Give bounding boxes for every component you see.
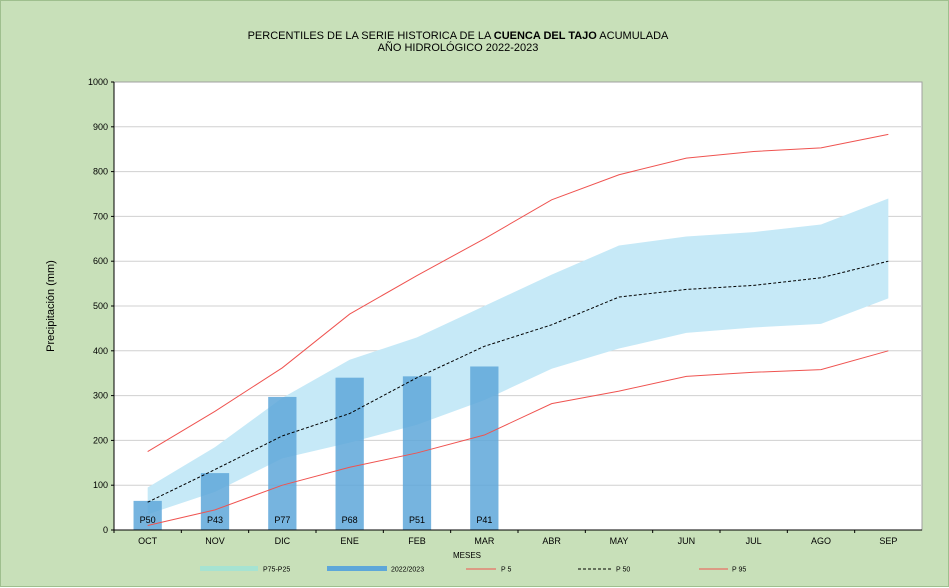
x-tick-label: JUL (746, 536, 762, 546)
legend-2022-2023-swatch (327, 566, 387, 571)
band-p75-p25 (147, 198, 889, 515)
bar-2022-2023 (335, 377, 364, 530)
legend: P75-P25 2022/2023 P 5 P 50 P 95 (200, 566, 746, 574)
line-p95 (147, 133, 889, 453)
bar-2022-2023 (470, 366, 499, 530)
y-tick-label: 600 (93, 256, 108, 266)
x-tick-label: JUN (678, 536, 696, 546)
legend-p50-label: P 50 (616, 567, 630, 574)
bar-percentile-label: P50 (140, 515, 156, 525)
x-tick-label: NOV (205, 536, 225, 546)
legend-p75-p25-swatch (200, 566, 258, 571)
x-tick-label: FEB (408, 536, 426, 546)
bar-percentile-label: P51 (409, 515, 425, 525)
x-tick-label: MAY (610, 536, 629, 546)
legend-p75-p25-label: P75-P25 (263, 567, 290, 574)
y-tick-label: 1000 (88, 77, 108, 87)
x-tick-label: ABR (542, 536, 561, 546)
x-tick-label: SEP (879, 536, 897, 546)
x-tick-label: AGO (811, 536, 831, 546)
y-tick-label: 500 (93, 301, 108, 311)
y-tick-label: 400 (93, 346, 108, 356)
y-tick-label: 800 (93, 167, 108, 177)
legend-2022-2023-label: 2022/2023 (391, 567, 424, 574)
x-tick-label: OCT (138, 536, 158, 546)
bar-percentile-label: P41 (476, 515, 492, 525)
line-p5 (147, 350, 889, 527)
y-tick-label: 0 (103, 525, 108, 535)
chart-title-line1: PERCENTILES DE LA SERIE HISTORICA DE LA … (248, 30, 669, 42)
bar-percentile-label: P68 (342, 515, 358, 525)
y-tick-label: 900 (93, 122, 108, 132)
x-axis-label: MESES (453, 551, 481, 560)
y-tick-label: 300 (93, 391, 108, 401)
bar-2022-2023 (200, 473, 230, 530)
bar-percentile-label: P43 (207, 515, 223, 525)
band-layer (147, 198, 889, 515)
lines-layer (147, 133, 889, 527)
line-p50 (147, 260, 889, 503)
legend-p95-label: P 95 (732, 567, 746, 574)
y-tick-label: 100 (93, 480, 108, 490)
bars-layer: P50 P43 P77 P68 P51 P41 (133, 366, 499, 530)
y-axis-label: Precipitación (mm) (45, 260, 57, 352)
bar-2022-2023 (268, 396, 297, 530)
x-tick-label: DIC (275, 536, 291, 546)
x-tick-label: ENE (340, 536, 359, 546)
bar-percentile-label: P77 (274, 515, 290, 525)
y-tick-label: 200 (93, 435, 108, 445)
chart-title-line2: AÑO HIDROLÓGICO 2022-2023 (378, 41, 539, 54)
y-tick-label: 700 (93, 211, 108, 221)
legend-p5-label: P 5 (501, 567, 511, 574)
x-tick-label: MAR (474, 536, 495, 546)
axes-layer: 0 100 200 300 400 500 600 700 800 900 1000 OCT NOV DI… (88, 77, 922, 546)
